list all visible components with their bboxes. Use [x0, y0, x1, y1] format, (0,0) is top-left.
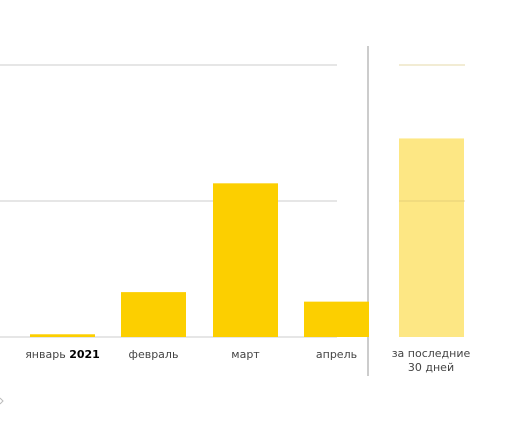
bar — [399, 138, 464, 337]
year-label: 2021 — [69, 348, 100, 361]
bar — [121, 292, 186, 337]
summary-label: за последние 30 дней — [391, 347, 471, 374]
x-tick-label: март — [231, 348, 260, 361]
category: январь — [25, 348, 66, 361]
category: апрель — [316, 348, 357, 361]
bar — [213, 183, 278, 337]
x-tick-label: февраль — [129, 348, 179, 361]
arrow-icon — [0, 397, 4, 405]
category: март — [231, 348, 260, 361]
bar — [304, 301, 369, 337]
x-tick-label: январь 2021 — [25, 348, 100, 361]
bar — [30, 334, 95, 337]
x-tick-label: апрель — [316, 348, 357, 361]
category: февраль — [129, 348, 179, 361]
